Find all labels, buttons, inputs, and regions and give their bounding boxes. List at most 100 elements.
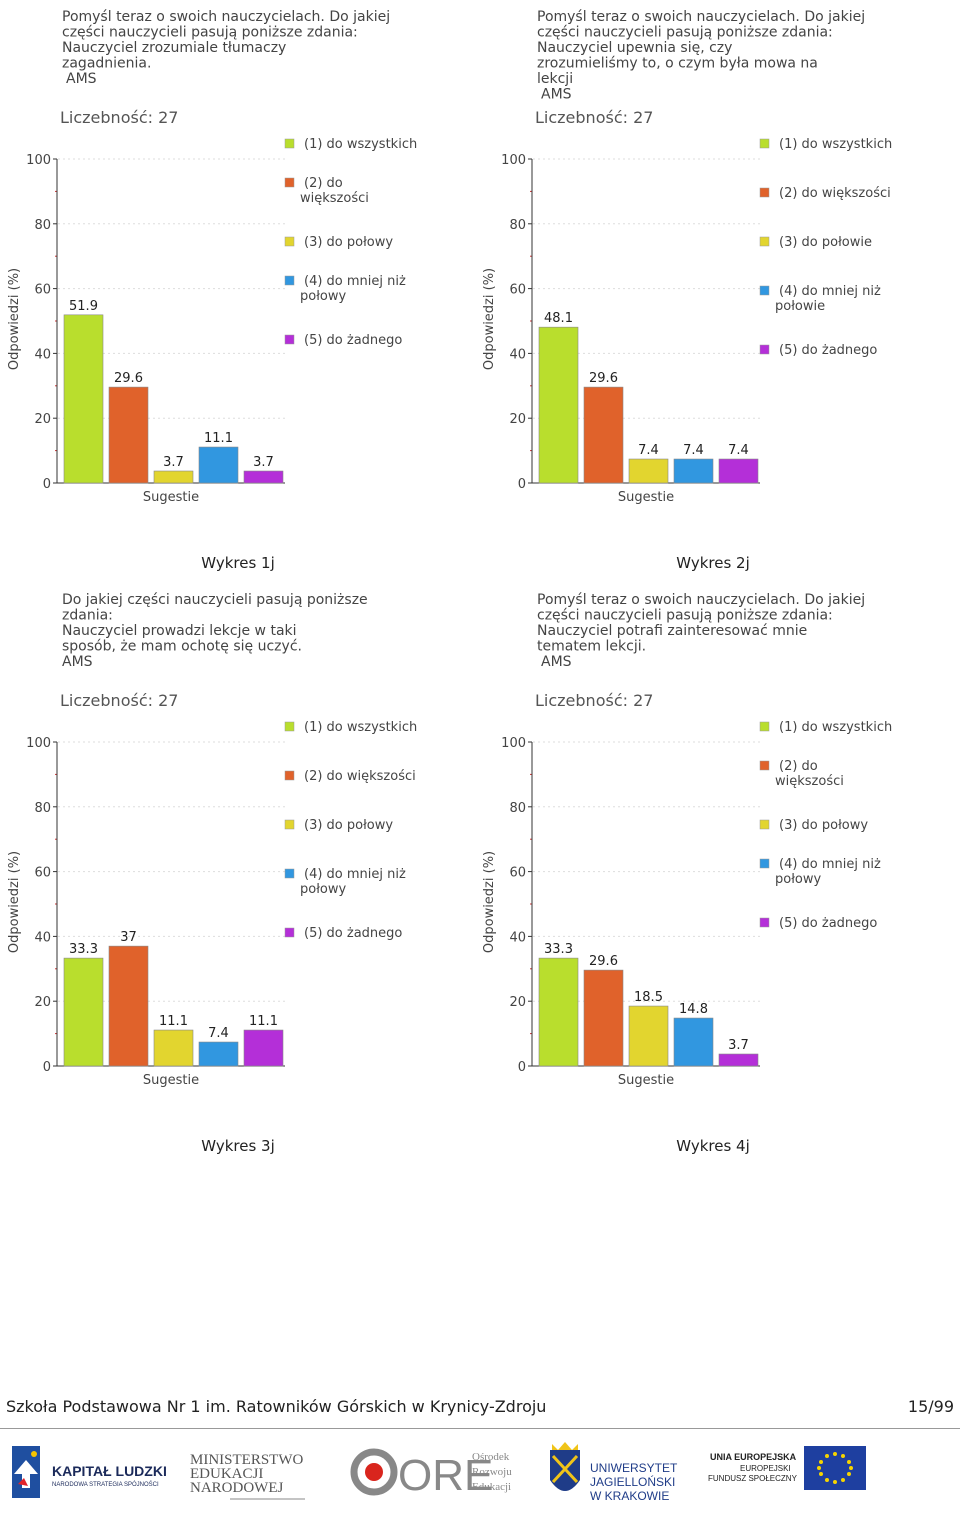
bar-4 <box>198 1041 239 1067</box>
y-tick-label: 60 <box>509 866 526 881</box>
legend-swatch-2 <box>759 187 770 198</box>
question-title-line: Nauczyciel prowadzi lekcje w taki <box>62 623 297 639</box>
legend-label-3: (3) do połowy <box>304 818 393 833</box>
y-tick-label: 60 <box>34 283 51 298</box>
question-title-line: Nauczyciel upewnia się, czy <box>537 40 732 56</box>
bar-5 <box>243 470 284 484</box>
legend-label-1: (1) do wszystkich <box>779 720 892 735</box>
legend-label-4: połowy <box>300 289 346 304</box>
legend-label-5: (5) do żadnego <box>304 926 402 941</box>
y-axis-label: Odpowiedzi (%) <box>482 268 497 370</box>
x-axis-label: Sugestie <box>143 490 199 505</box>
legend-label-1: (1) do wszystkich <box>304 720 417 735</box>
ore-sub-2: Rozwoju <box>472 1466 512 1478</box>
men-line-3: NARODOWEJ <box>190 1480 283 1496</box>
count-label: Liczebność: 27 <box>535 691 653 710</box>
data-label-4: 7.4 <box>208 1026 229 1041</box>
legend-swatch-4 <box>284 275 295 286</box>
bar-2 <box>583 386 624 484</box>
chart-3: Do jakiej części nauczycieli pasują poni… <box>7 592 417 1088</box>
y-tick-label: 80 <box>509 218 526 233</box>
school-name: Szkoła Podstawowa Nr 1 im. Ratowników Gó… <box>6 1397 547 1416</box>
y-tick-label: 100 <box>26 153 51 168</box>
legend-label-2: (2) do <box>304 176 343 191</box>
legend-swatch-5 <box>759 344 770 355</box>
question-title-line: Nauczyciel potrafi zainteresować mnie <box>537 623 807 639</box>
data-label-3: 11.1 <box>159 1014 188 1029</box>
y-tick-label: 80 <box>34 218 51 233</box>
question-title-line: zdania: <box>62 608 113 624</box>
legend-label-1: (1) do wszystkich <box>779 137 892 152</box>
bar-2 <box>108 945 149 1067</box>
x-axis-label: Sugestie <box>618 1073 674 1088</box>
y-tick-label: 100 <box>501 736 526 751</box>
men-line-2: EDUKACJI <box>190 1466 263 1482</box>
chart-1: Pomyśl teraz o swoich nauczycielach. Do … <box>7 9 417 505</box>
data-label-4: 11.1 <box>204 431 233 446</box>
question-title-line: AMS <box>541 87 572 103</box>
question-title-line: Pomyśl teraz o swoich nauczycielach. Do … <box>537 9 865 25</box>
legend-swatch-4 <box>284 868 295 879</box>
bar-2 <box>108 386 149 484</box>
question-title-line: lekcji <box>537 71 573 87</box>
legend-swatch-1 <box>759 721 770 732</box>
data-label-4: 14.8 <box>679 1002 708 1017</box>
chart-caption-2: Wykres 2j <box>676 554 750 572</box>
question-title-line: AMS <box>541 654 572 670</box>
y-axis-label: Odpowiedzi (%) <box>7 268 22 370</box>
chart-panel-3: Do jakiej części nauczycieli pasują poni… <box>0 583 470 1143</box>
legend-label-5: (5) do żadnego <box>304 333 402 348</box>
y-tick-label: 0 <box>518 1060 526 1075</box>
ue-logo: UNIA EUROPEJSKA EUROPEJSKI FUNDUSZ SPOŁE… <box>708 1446 866 1490</box>
ue-line-1: UNIA EUROPEJSKA <box>710 1452 797 1462</box>
data-label-5: 3.7 <box>253 455 274 470</box>
bar-1 <box>63 957 104 1067</box>
legend-label-4: (4) do mniej niż <box>779 857 881 872</box>
legend-label-4: połowie <box>775 299 825 314</box>
y-tick-label: 100 <box>26 736 51 751</box>
bar-3 <box>153 470 194 484</box>
bar-5 <box>243 1029 284 1067</box>
question-title-line: AMS <box>62 654 93 670</box>
y-tick-label: 40 <box>34 930 51 945</box>
question-title-line: części nauczycieli pasują poniższe zdani… <box>62 25 358 41</box>
kapital-ludzki-text: KAPITAŁ LUDZKI <box>52 1463 167 1479</box>
legend-label-2: (2) do większości <box>779 186 891 201</box>
legend-swatch-4 <box>759 858 770 869</box>
question-title-line: Nauczyciel zrozumiale tłumaczy <box>62 40 286 56</box>
chart-caption-1: Wykres 1j <box>201 554 275 572</box>
legend-swatch-3 <box>284 819 295 830</box>
bar-3 <box>628 458 669 484</box>
y-tick-label: 40 <box>34 347 51 362</box>
question-title-line: części nauczycieli pasują poniższe zdani… <box>537 608 833 624</box>
legend-swatch-2 <box>759 760 770 771</box>
legend-label-2: (2) do większości <box>304 769 416 784</box>
legend-swatch-5 <box>759 917 770 928</box>
bar-4 <box>673 1017 714 1067</box>
bar-1 <box>538 326 579 484</box>
legend-label-4: (4) do mniej niż <box>304 274 406 289</box>
data-label-1: 33.3 <box>544 942 573 957</box>
data-label-5: 7.4 <box>728 443 749 458</box>
data-label-5: 11.1 <box>249 1014 278 1029</box>
kapital-ludzki-subtext: NARODOWA STRATEGIA SPÓJNOŚCI <box>52 1480 159 1488</box>
data-label-2: 29.6 <box>589 371 618 386</box>
data-label-2: 37 <box>120 930 137 945</box>
footer-logos: KAPITAŁ LUDZKI NARODOWA STRATEGIA SPÓJNO… <box>12 1442 866 1503</box>
y-axis-label: Odpowiedzi (%) <box>7 851 22 953</box>
chart-panel-1: Pomyśl teraz o swoich nauczycielach. Do … <box>0 0 470 560</box>
data-label-1: 51.9 <box>69 299 98 314</box>
y-tick-label: 0 <box>43 1060 51 1075</box>
data-label-3: 18.5 <box>634 990 663 1005</box>
legend-label-3: (3) do połowy <box>779 818 868 833</box>
legend-swatch-2 <box>284 770 295 781</box>
legend-label-3: (3) do połowy <box>304 235 393 250</box>
legend-swatch-5 <box>284 334 295 345</box>
bar-1 <box>63 314 104 484</box>
data-label-2: 29.6 <box>589 954 618 969</box>
uj-line-2: JAGIELLOŃSKI <box>590 1474 675 1489</box>
question-title-line: Pomyśl teraz o swoich nauczycielach. Do … <box>62 9 390 25</box>
legend-label-4: (4) do mniej niż <box>779 284 881 299</box>
uj-line-3: W KRAKOWIE <box>590 1489 669 1503</box>
chart-2: Pomyśl teraz o swoich nauczycielach. Do … <box>482 9 892 505</box>
